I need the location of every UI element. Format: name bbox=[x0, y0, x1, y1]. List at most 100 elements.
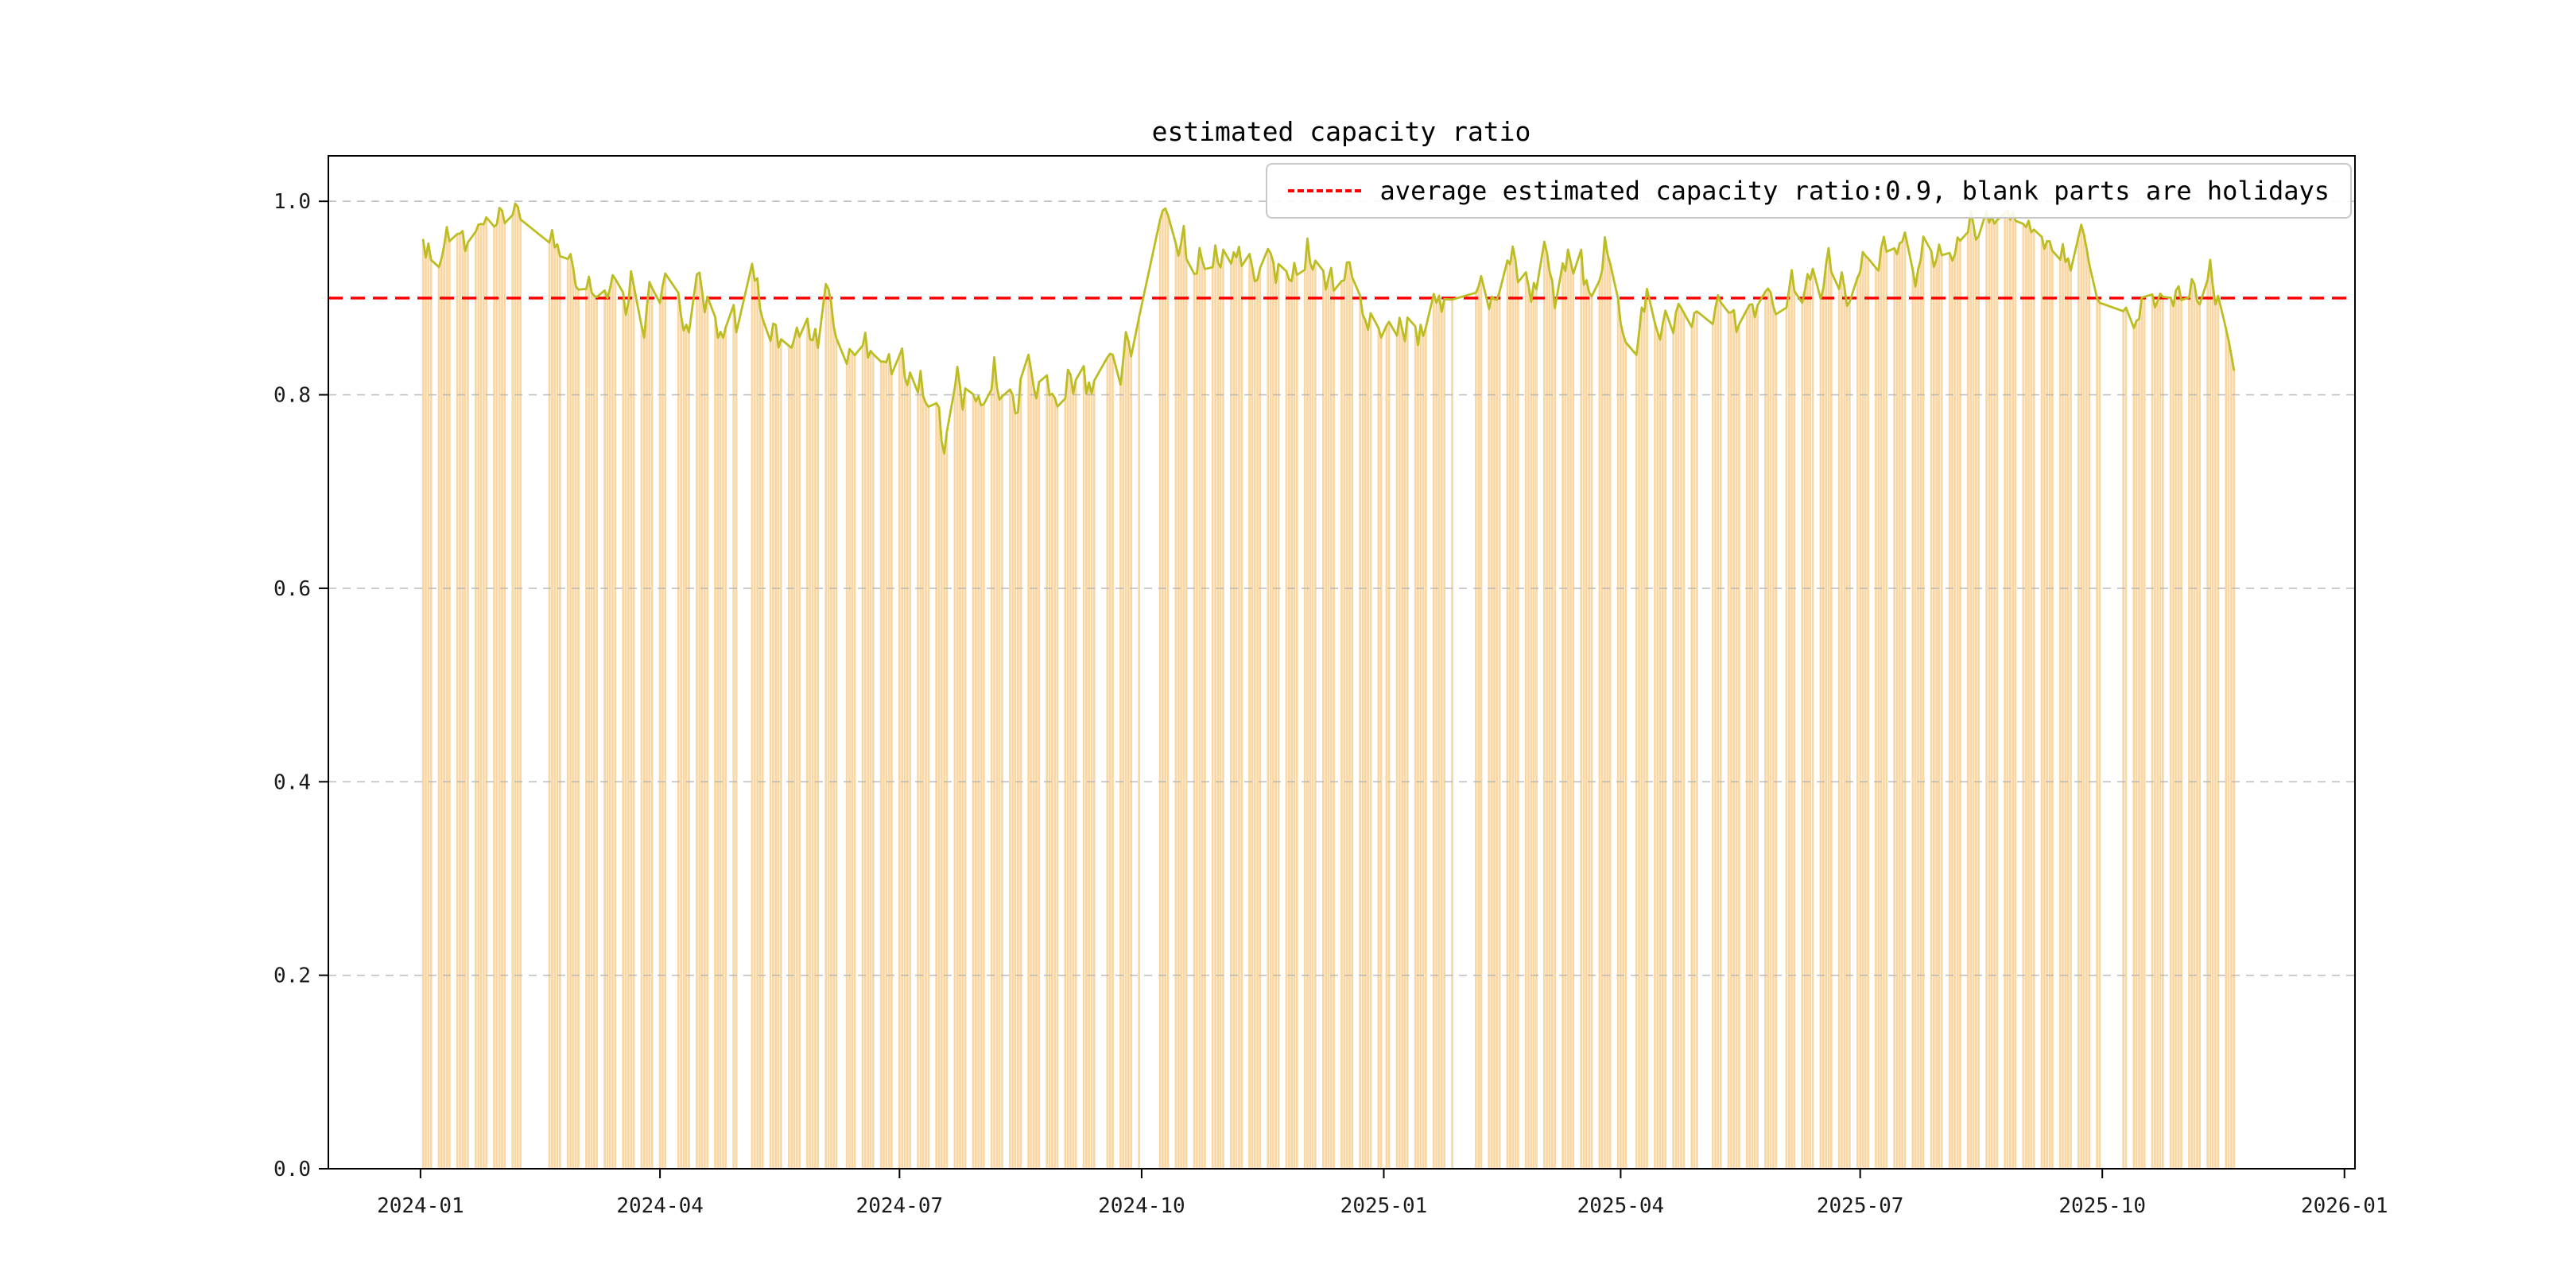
capacity-bar bbox=[585, 289, 588, 1170]
capacity-bar bbox=[448, 241, 451, 1170]
capacity-bar bbox=[704, 312, 706, 1169]
x-tick-label: 2025-01 bbox=[1340, 1194, 1428, 1218]
capacity-bar bbox=[1361, 314, 1364, 1170]
capacity-bar bbox=[1875, 267, 1877, 1170]
capacity-bar bbox=[887, 354, 890, 1169]
capacity-bar bbox=[867, 357, 869, 1169]
capacity-bar bbox=[977, 396, 980, 1169]
capacity-bar bbox=[1885, 251, 1888, 1169]
capacity-bar bbox=[2190, 278, 2194, 1169]
capacity-bar bbox=[1222, 250, 1224, 1169]
axes-frame bbox=[328, 155, 2356, 1170]
y-tick-label: 0.4 bbox=[274, 770, 311, 794]
capacity-bar bbox=[1321, 270, 1325, 1169]
capacity-bar bbox=[1727, 312, 1730, 1169]
capacity-bar bbox=[1638, 332, 1640, 1170]
capacity-bar bbox=[445, 227, 448, 1169]
capacity-bar bbox=[1433, 293, 1435, 1170]
capacity-bar bbox=[1821, 289, 1825, 1170]
capacity-bar bbox=[1911, 270, 1915, 1169]
capacity-bar bbox=[2012, 211, 2014, 1169]
capacity-bar bbox=[937, 407, 941, 1169]
capacity-bar bbox=[2211, 286, 2214, 1169]
capacity-bar bbox=[1953, 254, 1957, 1169]
capacity-bar bbox=[501, 210, 503, 1169]
capacity-bar bbox=[1600, 270, 1604, 1170]
capacity-bar bbox=[1343, 280, 1346, 1170]
capacity-bar bbox=[698, 272, 701, 1170]
capacity-bar bbox=[1177, 255, 1180, 1169]
capacity-bar bbox=[1498, 291, 1501, 1169]
capacity-bar bbox=[756, 278, 758, 1169]
capacity-bar bbox=[558, 256, 561, 1170]
capacity-bar bbox=[1267, 249, 1270, 1169]
capacity-bar bbox=[646, 307, 648, 1169]
capacity-bar bbox=[1861, 252, 1864, 1169]
capacity-bar bbox=[940, 441, 943, 1169]
capacity-bar bbox=[853, 355, 856, 1169]
capacity-bar bbox=[1295, 274, 1298, 1169]
legend-label: average estimated capacity ratio:0.9, bl… bbox=[1379, 176, 2330, 206]
capacity-bar bbox=[925, 402, 927, 1169]
capacity-bar bbox=[1677, 304, 1680, 1170]
capacity-bar bbox=[1204, 269, 1206, 1170]
capacity-bar bbox=[959, 386, 961, 1169]
capacity-bar bbox=[848, 348, 851, 1169]
capacity-bar bbox=[1919, 259, 1922, 1169]
capacity-bar bbox=[2022, 223, 2025, 1169]
capacity-bar bbox=[588, 276, 591, 1170]
capacity-bar bbox=[753, 280, 756, 1170]
x-tick-label: 2024-10 bbox=[1098, 1194, 1185, 1218]
capacity-bar bbox=[482, 224, 485, 1170]
capacity-bar bbox=[1216, 262, 1220, 1169]
capacity-bar bbox=[2151, 294, 2154, 1169]
capacity-bar bbox=[2135, 320, 2138, 1169]
capacity-bar bbox=[1211, 267, 1214, 1170]
capacity-bar bbox=[1124, 332, 1127, 1170]
capacity-bar bbox=[685, 324, 688, 1170]
capacity-bar bbox=[1443, 299, 1445, 1169]
capacity-bar bbox=[2227, 340, 2230, 1169]
capacity-bar bbox=[1772, 306, 1775, 1169]
capacity-bar bbox=[1996, 219, 1999, 1170]
capacity-bar bbox=[2064, 262, 2067, 1170]
capacity-bar bbox=[1672, 332, 1674, 1169]
capacity-bar bbox=[1174, 243, 1177, 1169]
capacity-bar bbox=[425, 257, 427, 1169]
capacity-bar bbox=[1635, 355, 1638, 1169]
capacity-bar bbox=[1769, 292, 1772, 1169]
capacity-bar bbox=[2048, 241, 2051, 1170]
capacity-bar bbox=[2066, 258, 2070, 1170]
capacity-bar bbox=[574, 286, 577, 1169]
capacity-bar bbox=[1785, 307, 1788, 1169]
capacity-bar bbox=[519, 219, 522, 1170]
capacity-bar bbox=[688, 332, 690, 1169]
capacity-bar bbox=[832, 326, 835, 1170]
capacity-bar bbox=[1901, 241, 1903, 1170]
capacity-bar bbox=[811, 340, 814, 1169]
capacity-bar bbox=[1664, 310, 1667, 1170]
capacity-bar bbox=[863, 332, 867, 1169]
capacity-bar bbox=[1511, 246, 1515, 1170]
capacity-bar bbox=[1809, 279, 1812, 1170]
capacity-bar bbox=[1608, 263, 1612, 1170]
capacity-bar bbox=[1751, 304, 1754, 1169]
capacity-bar bbox=[1269, 253, 1272, 1170]
capacity-bar bbox=[1938, 244, 1941, 1169]
capacity-bar bbox=[1550, 281, 1554, 1169]
capacity-bar bbox=[1917, 270, 1919, 1169]
capacity-bar bbox=[1856, 277, 1859, 1169]
capacity-bar bbox=[603, 290, 606, 1170]
capacity-bar bbox=[1401, 329, 1403, 1169]
capacity-bar bbox=[993, 357, 995, 1169]
capacity-bar bbox=[995, 387, 999, 1169]
capacity-bar bbox=[1990, 215, 1993, 1170]
capacity-bar bbox=[1333, 290, 1335, 1169]
capacity-bar bbox=[1395, 336, 1399, 1170]
capacity-bar bbox=[1309, 262, 1312, 1169]
capacity-bar bbox=[758, 308, 762, 1170]
capacity-bar bbox=[898, 355, 901, 1169]
capacity-bar bbox=[1530, 301, 1533, 1169]
capacity-bar bbox=[1543, 241, 1546, 1169]
capacity-bar bbox=[590, 292, 593, 1169]
